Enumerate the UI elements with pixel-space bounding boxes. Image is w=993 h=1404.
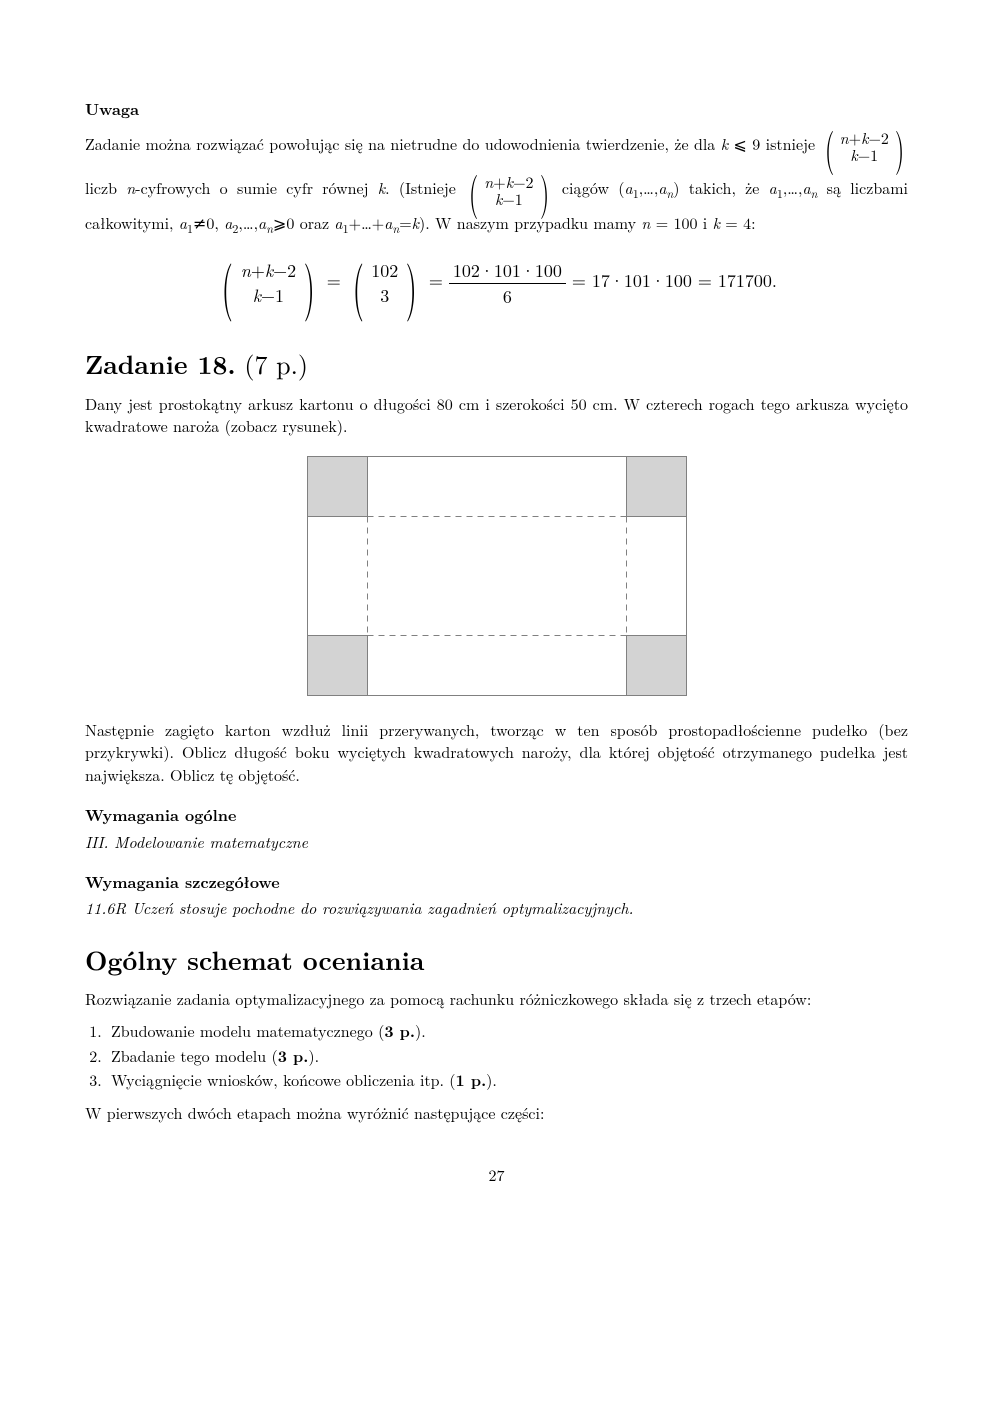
schemat-heading: Ogólny schemat oceniania — [85, 942, 908, 978]
uwaga-paragraph: Zadanie można rozwiązać powołując się na… — [85, 124, 908, 238]
figure-container — [85, 456, 908, 701]
wymagania-szczeg-heading: Wymagania szczegółowe — [85, 871, 908, 893]
wymagania-szczeg-text: 11.6R Uczeń stosuje pochodne do rozwiązy… — [85, 897, 908, 919]
uwaga-equation: (n+k−2k−1) = (1023) = 102·101·1006 = 17·… — [85, 254, 908, 312]
wymagania-ogolne-heading: Wymagania ogólne — [85, 804, 908, 826]
page-number: 27 — [85, 1164, 908, 1186]
wymagania-ogolne-text: III. Modelowanie matematyczne — [85, 831, 908, 853]
zadanie-para2: Następnie zagięto karton wzdłuż linii pr… — [85, 719, 908, 786]
uwaga-text: Zadanie można rozwiązać powołując się na… — [85, 132, 908, 235]
zadanie-title: Zadanie 18. — [85, 345, 236, 382]
schemat-intro: Rozwiązanie zadania optymalizacyjnego za… — [85, 988, 908, 1010]
schemat-step: Wyciągnięcie wniosków, końcowe obliczeni… — [107, 1069, 908, 1091]
zadanie-heading: Zadanie 18. (7 p.) — [85, 346, 908, 382]
zadanie-para1: Dany jest prostokątny arkusz kartonu o d… — [85, 393, 908, 438]
box-figure — [307, 456, 687, 696]
schemat-steps-list: Zbudowanie modelu matematycznego (3 p.).… — [85, 1020, 908, 1091]
schemat-outro: W pierwszych dwóch etapach można wyróżni… — [85, 1102, 908, 1124]
schemat-step: Zbudowanie modelu matematycznego (3 p.). — [107, 1020, 908, 1042]
zadanie-points: (7 p.) — [236, 345, 308, 382]
schemat-step: Zbadanie tego modelu (3 p.). — [107, 1045, 908, 1067]
section-heading-uwaga: Uwaga — [85, 98, 908, 120]
